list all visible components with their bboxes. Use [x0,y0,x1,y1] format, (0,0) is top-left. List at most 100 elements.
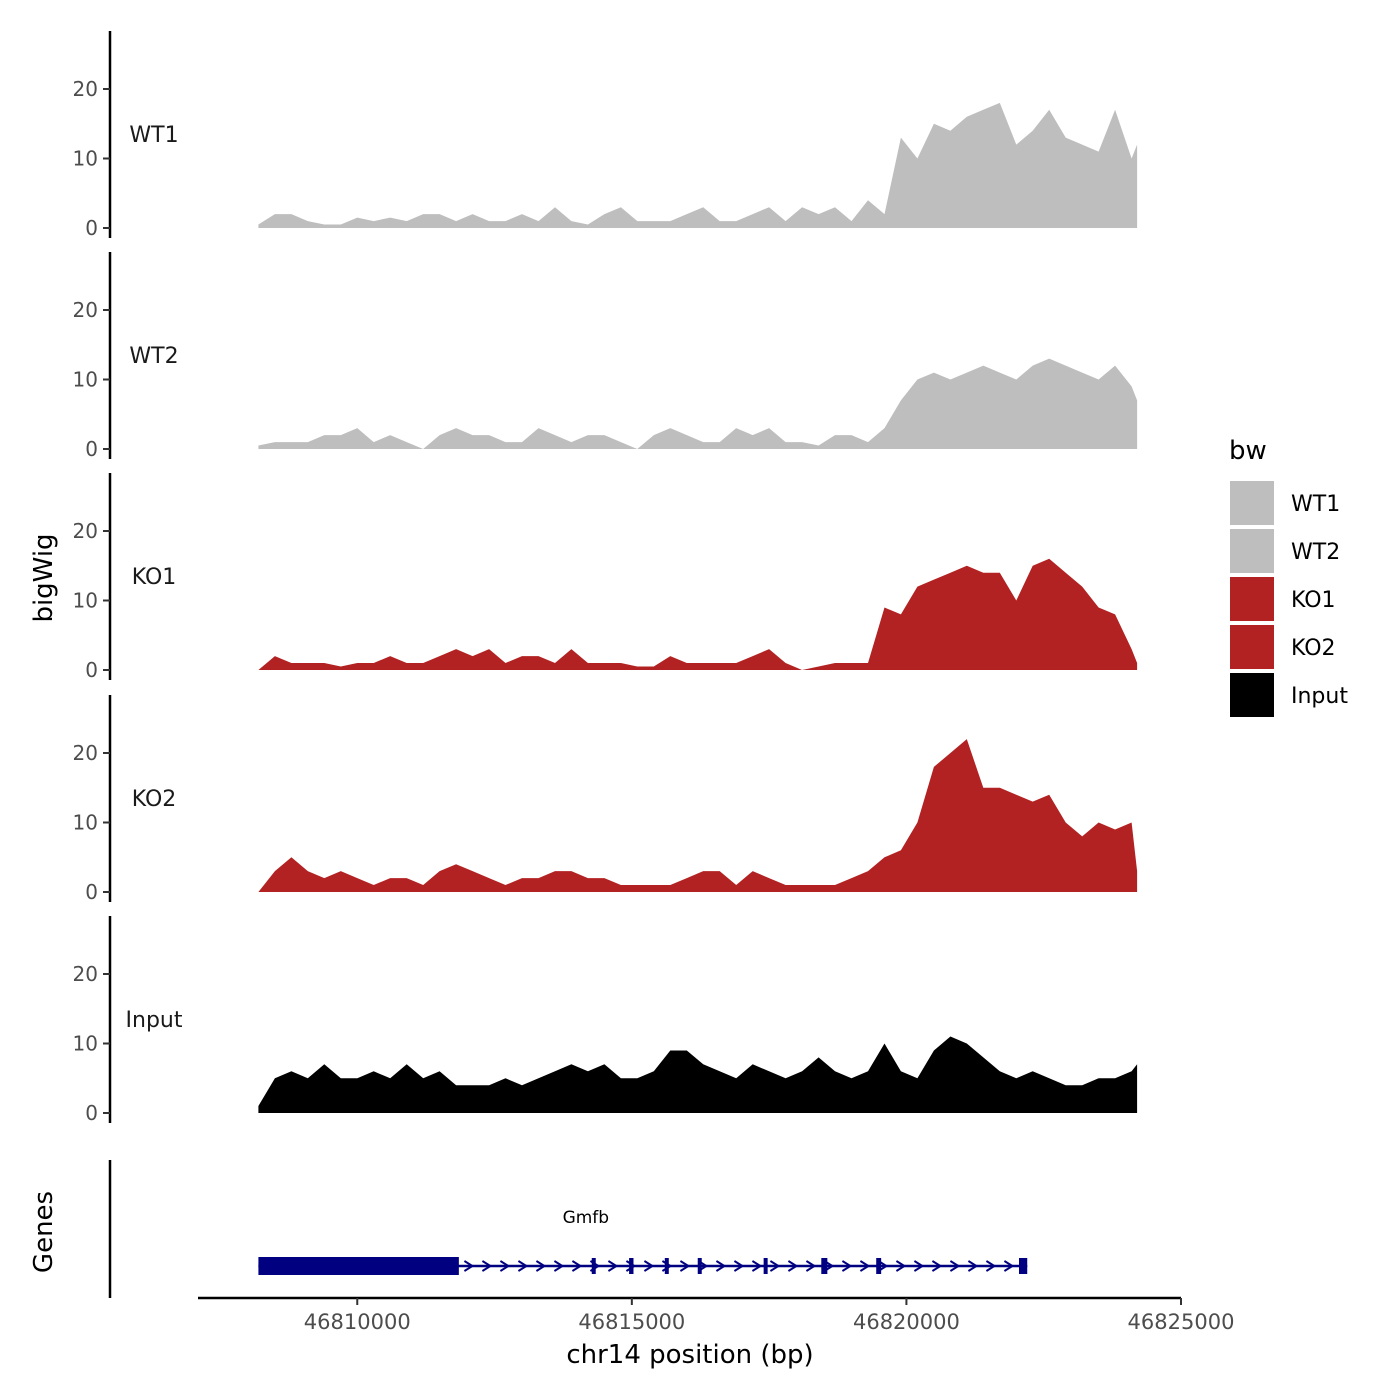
track-label-ko1: KO1 [132,565,177,590]
legend-swatch [1228,575,1276,623]
data-point [1032,365,1034,367]
data-point [571,441,573,443]
data-point [950,1036,952,1038]
data-point [455,1084,457,1086]
strand-arrow [625,1260,637,1272]
data-point [818,213,820,215]
data-point [1114,1078,1116,1080]
data-point [1016,379,1018,381]
data-point [439,655,441,657]
data-point [340,434,342,436]
data-point [488,648,490,650]
data-point [966,116,968,118]
strand-arrow [985,1260,997,1272]
legend-item-ko1: KO1 [1228,575,1336,623]
data-point [538,655,540,657]
gene-exon [258,1257,459,1275]
y-tick-label: 20 [73,77,98,101]
data-point [686,662,688,664]
data-point [983,109,985,111]
track-label-input: Input [126,1008,183,1033]
strand-arrow [463,1260,475,1272]
y-tick-label: 20 [73,741,98,765]
data-point [505,441,507,443]
data-point [818,1057,820,1059]
data-point [291,662,293,664]
strand-arrow [859,1260,871,1272]
strand-arrow [805,1260,817,1272]
data-point [851,434,853,436]
data-point [801,441,803,443]
data-point [587,224,589,226]
data-point [307,220,309,222]
data-point [340,1078,342,1080]
y-tick-label: 0 [85,216,98,240]
data-point [604,877,606,879]
strand-arrow [1003,1260,1015,1272]
data-point [867,441,869,443]
strand-arrow [715,1260,727,1272]
data-point [719,1071,721,1073]
data-point [422,213,424,215]
data-point [653,884,655,886]
legend-swatch [1228,671,1276,719]
y-tick-label: 0 [85,658,98,682]
data-point [1048,358,1050,360]
legend-label: KO2 [1291,636,1336,661]
data-point [1114,614,1116,616]
data-point [439,1071,441,1073]
data-point [604,1064,606,1066]
strand-arrow [967,1260,979,1272]
data-point [373,662,375,664]
strand-arrow [787,1260,799,1272]
strand-arrow [913,1260,925,1272]
data-point [735,884,737,886]
data-point [917,379,919,381]
data-point [768,648,770,650]
data-point [422,448,424,450]
strand-arrow [517,1260,529,1272]
data-point [735,220,737,222]
data-point [834,884,836,886]
data-point [521,655,523,657]
gene-exon [821,1258,828,1274]
panel-input: 0 10 20 Input [73,916,1138,1125]
data-point [1081,1084,1083,1086]
data-point [1098,379,1100,381]
data-point [455,220,457,222]
data-point [324,662,326,664]
legend-label: WT2 [1291,540,1340,565]
data-point [801,1071,803,1073]
data-point [735,662,737,664]
data-point [670,220,672,222]
data-point [620,662,622,664]
legend-item-input: Input [1228,671,1348,719]
data-point [884,213,886,215]
data-point [653,434,655,436]
data-point [702,662,704,664]
y-tick-label: 10 [73,368,98,392]
panel-ko2: 0 10 20 KO2 [73,695,1138,904]
data-point [1098,151,1100,153]
data-point [867,1071,869,1073]
data-point [587,434,589,436]
strand-arrow [535,1260,547,1272]
strand-arrow [679,1260,691,1272]
data-point [274,870,276,872]
data-point [1065,137,1067,139]
data-point [324,877,326,879]
data-point [670,884,672,886]
data-point [521,1084,523,1086]
data-point [291,213,293,215]
data-point [422,662,424,664]
data-point [933,579,935,581]
data-point [1032,565,1034,567]
data-point [1098,1078,1100,1080]
data-point [950,379,952,381]
y-tick-label: 20 [73,519,98,543]
panel-wt1: 0 10 20 WT1 [73,31,1138,240]
data-point [587,1071,589,1073]
data-point [752,655,754,657]
data-point [735,427,737,429]
data-point [950,130,952,132]
